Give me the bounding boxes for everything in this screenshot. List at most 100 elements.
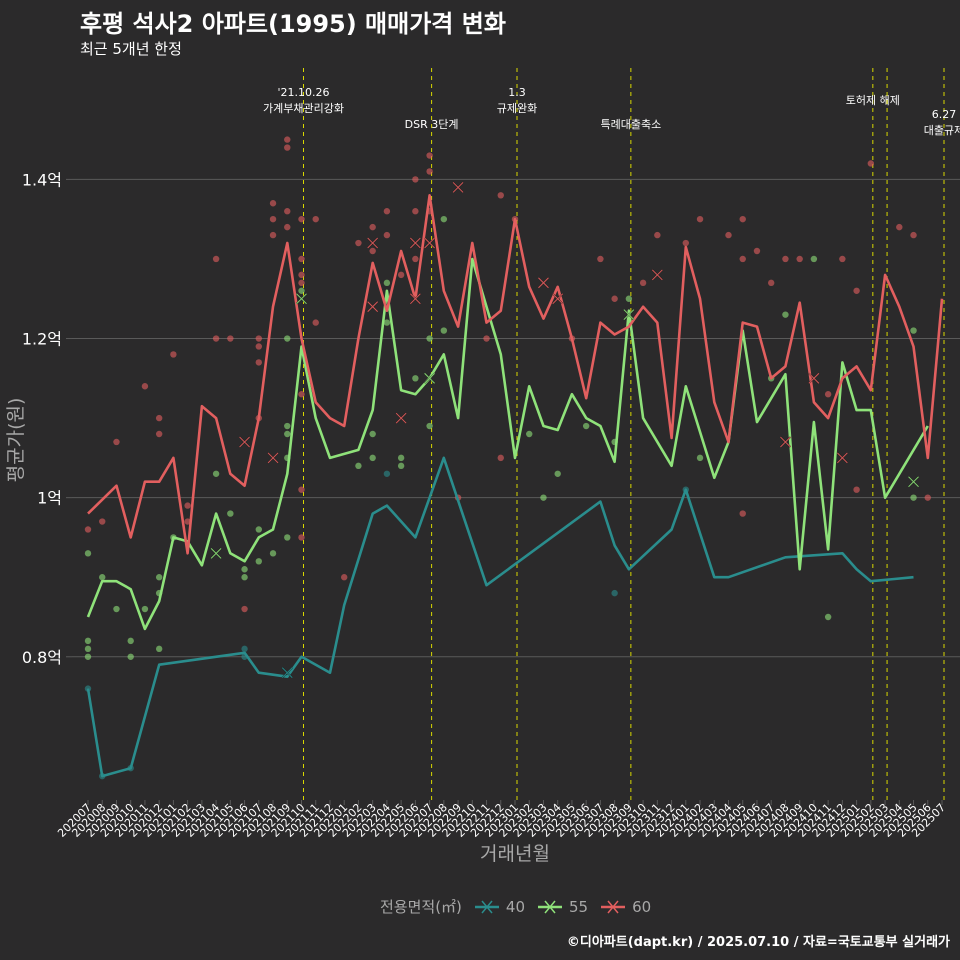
transaction-point-55 <box>625 295 633 302</box>
event-label: '21.10.26 <box>277 86 329 99</box>
highlight-marker-outline <box>780 436 791 448</box>
transaction-point-60 <box>284 223 291 231</box>
transaction-point-40 <box>383 470 391 477</box>
transaction-point-55 <box>397 454 405 462</box>
transaction-point-55 <box>526 430 533 438</box>
transaction-point-60 <box>269 231 277 239</box>
transaction-point-60 <box>739 510 746 517</box>
transaction-point-55 <box>540 494 547 501</box>
transaction-point-55 <box>426 422 433 430</box>
transaction-point-60 <box>369 223 376 231</box>
transaction-point-55 <box>212 470 220 477</box>
transaction-point-55 <box>84 637 92 645</box>
highlighted-points <box>210 181 920 679</box>
transaction-point-60 <box>412 208 419 215</box>
event-label: 1.3 <box>508 86 526 99</box>
transaction-point-60 <box>639 279 647 287</box>
transaction-point-60 <box>155 414 163 422</box>
event-label: DSR 3단계 <box>405 118 459 131</box>
transaction-point-60 <box>611 295 618 302</box>
transaction-point-55 <box>241 574 248 581</box>
highlight-marker-outline <box>210 547 222 559</box>
transaction-point-60 <box>298 534 305 541</box>
transaction-point-60 <box>739 255 746 263</box>
transaction-point-60 <box>284 208 291 215</box>
legend: 전용면적(㎡) 40 55 60 <box>380 896 651 917</box>
highlight-marker-outline <box>395 412 407 424</box>
transaction-point-55 <box>84 645 92 653</box>
highlight-marker-outline <box>808 372 820 384</box>
transaction-point-60 <box>298 271 305 279</box>
transaction-point-60 <box>255 359 262 366</box>
highlight-marker-outline <box>552 293 564 305</box>
transaction-point-55 <box>99 574 106 581</box>
transaction-point-60 <box>284 136 291 143</box>
transaction-point-60 <box>170 351 177 358</box>
transaction-point-60 <box>298 279 305 287</box>
transaction-point-55 <box>910 494 917 501</box>
event-label: 대출규제 <box>924 124 960 137</box>
transaction-point-60 <box>426 152 433 159</box>
transaction-point-60 <box>241 605 248 613</box>
transaction-point-60 <box>298 391 305 398</box>
y-tick-label: 1.4억 <box>22 170 62 189</box>
transaction-point-55 <box>113 605 120 613</box>
transaction-point-55 <box>412 375 419 382</box>
transaction-point-55 <box>383 279 391 287</box>
transaction-point-55 <box>155 645 163 653</box>
transaction-point-60 <box>141 383 149 390</box>
highlight-marker-outline <box>296 293 307 305</box>
transaction-point-40 <box>611 589 618 597</box>
transaction-point-60 <box>910 231 917 239</box>
transaction-point-55 <box>582 422 590 430</box>
transaction-point-60 <box>867 160 875 167</box>
transaction-point-55 <box>824 613 832 621</box>
event-label: 규제완화 <box>497 102 537 115</box>
transaction-point-60 <box>155 430 163 438</box>
event-label: 가계부채관리강화 <box>263 102 344 115</box>
transaction-point-55 <box>383 319 391 326</box>
transaction-point-60 <box>269 200 277 207</box>
transaction-point-60 <box>782 255 789 263</box>
transaction-point-60 <box>924 494 931 501</box>
y-axis: 0.8억 1억 1.2억 1.4억 <box>22 170 72 667</box>
transaction-point-60 <box>853 486 860 493</box>
transaction-point-55 <box>284 534 291 541</box>
transaction-point-55 <box>910 327 917 334</box>
highlight-marker-outline <box>409 293 421 305</box>
transaction-point-60 <box>426 168 433 175</box>
transaction-point-60 <box>227 335 234 342</box>
highlight-marker-outline <box>538 277 549 289</box>
transaction-point-55 <box>284 430 291 438</box>
y-tick-label: 1억 <box>37 489 62 508</box>
transaction-point-60 <box>298 255 305 263</box>
y-axis-label: 평균가(원) <box>5 398 27 483</box>
chart-title: 후평 석사2 아파트(1995) 매매가격 변화 <box>80 10 506 38</box>
transaction-point-55 <box>440 327 448 334</box>
legend-swatch-40-icon <box>474 900 499 913</box>
series-line-60 <box>87 194 944 555</box>
highlight-marker-outline <box>424 237 435 249</box>
transaction-point-60 <box>725 231 732 239</box>
series-line-55 <box>86 257 929 631</box>
legend-label-40: 40 <box>505 897 525 916</box>
y-tick-label: 0.8억 <box>22 648 62 667</box>
series-lines <box>86 194 944 778</box>
transaction-point-60 <box>739 215 746 223</box>
transaction-point-60 <box>212 335 220 342</box>
transaction-point-60 <box>255 343 262 350</box>
transaction-point-60 <box>312 215 319 223</box>
transaction-point-55 <box>141 605 149 613</box>
transaction-point-60 <box>312 319 319 326</box>
highlight-marker-outline <box>367 301 379 313</box>
transaction-point-60 <box>212 255 220 263</box>
transaction-point-55 <box>269 550 277 557</box>
transaction-point-55 <box>426 335 433 342</box>
chart-subtitle: 최근 5개년 한정 <box>80 40 182 58</box>
transaction-point-55 <box>127 653 134 660</box>
x-axis-label: 거래년월 <box>480 843 550 865</box>
highlight-marker-outline <box>651 269 663 281</box>
transaction-point-55 <box>84 653 92 660</box>
